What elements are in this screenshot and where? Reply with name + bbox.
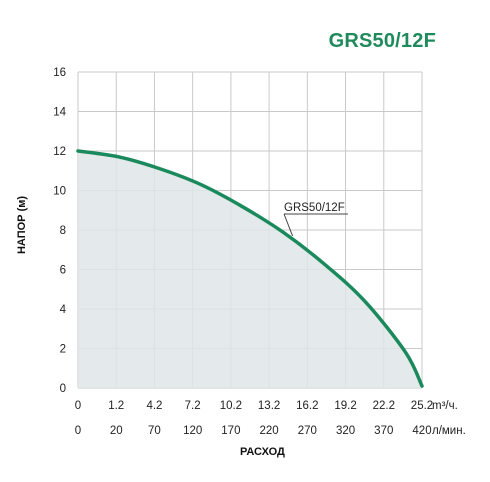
- x-tick-label-primary: 16.2: [296, 400, 318, 412]
- x-tick-label-secondary: 420: [412, 425, 431, 437]
- y-tick-label: 14: [53, 107, 66, 119]
- y-tick-label: 0: [60, 383, 66, 395]
- series-label-leader: [283, 213, 294, 237]
- x-tick-label-secondary: 270: [298, 425, 317, 437]
- series-curve-grs50-12f: [76, 149, 424, 388]
- y-tick-label: 6: [60, 265, 66, 277]
- x-tick-label-secondary: 370: [374, 425, 393, 437]
- x-tick-label-primary: 0: [75, 400, 81, 412]
- x-tick-label-primary: 4.2: [146, 400, 162, 412]
- y-tick-label: 10: [53, 186, 66, 198]
- x-tick-label-primary: 25.2: [411, 400, 433, 412]
- x-tick-label-primary: 10.2: [220, 400, 242, 412]
- x-tick-label-secondary: 0: [75, 425, 81, 437]
- x-tick-label-primary: 13.2: [258, 400, 280, 412]
- chart-title: GRS50/12F: [328, 30, 436, 52]
- x-axis-label: РАСХОД: [240, 446, 285, 458]
- series-label: GRS50/12F: [284, 202, 345, 214]
- y-tick-label: 8: [60, 225, 66, 237]
- x-tick-label-secondary: 70: [148, 425, 161, 437]
- x-tick-label-primary: 1.2: [108, 400, 124, 412]
- y-tick-label: 12: [53, 146, 66, 158]
- y-tick-label: 2: [60, 344, 66, 356]
- y-tick-label: 16: [53, 67, 66, 79]
- x-unit-primary: m³/ч.: [432, 400, 458, 412]
- x-tick-label-primary: 19.2: [334, 400, 356, 412]
- curve-area-fill: [78, 151, 422, 388]
- x-tick-label-secondary: 170: [221, 425, 240, 437]
- x-tick-label-secondary: 320: [336, 425, 355, 437]
- x-unit-secondary: л/мин.: [432, 425, 466, 437]
- x-tick-label-secondary: 20: [110, 425, 123, 437]
- x-tick-label-secondary: 120: [183, 425, 202, 437]
- x-tick-label-primary: 7.2: [185, 400, 201, 412]
- x-tick-label-primary: 22.2: [373, 400, 395, 412]
- y-tick-label: 4: [60, 304, 67, 316]
- tick-labels: 0 2 4 6 8 10 12 14 16 0 1.2 4.2 7.2 10.2 13.2 16.2 19.2 2…: [53, 67, 466, 437]
- x-tick-label-secondary: 220: [260, 425, 279, 437]
